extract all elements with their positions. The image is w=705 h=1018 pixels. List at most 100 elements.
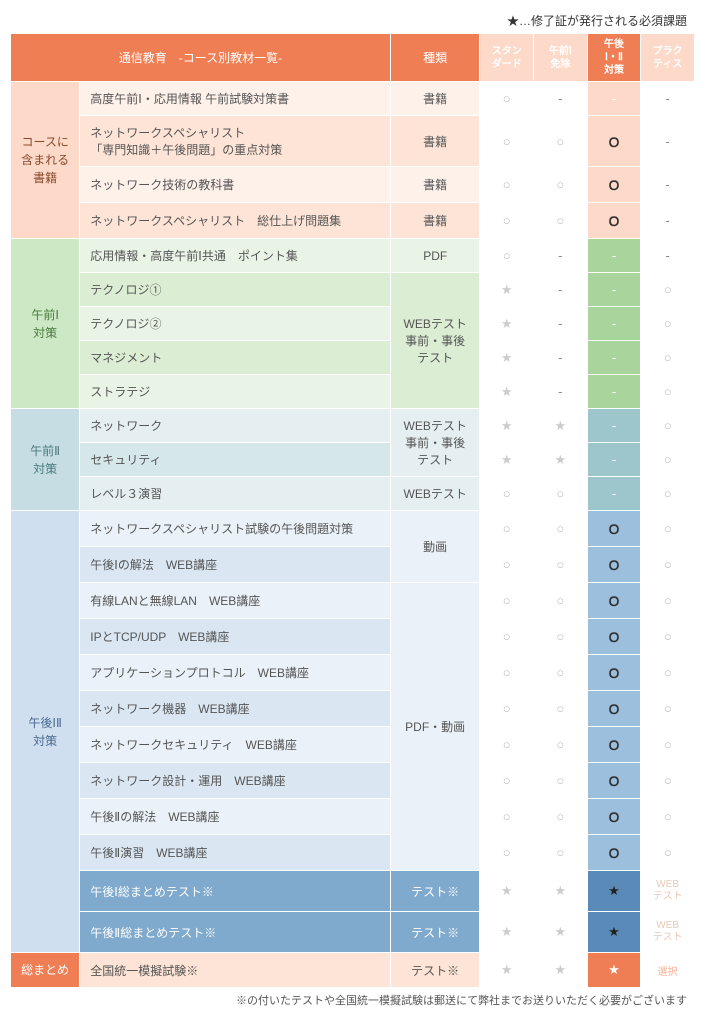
item-cell: ネットワーク機器 WEB講座 — [80, 691, 391, 727]
item-cell: 午後Ⅱ総まとめテスト※ — [80, 912, 391, 953]
table-row: 午前Ⅰ対策応用情報・高度午前Ⅰ共通 ポイント集PDF○--- — [11, 239, 695, 273]
item-cell: ネットワークセキュリティ WEB講座 — [80, 727, 391, 763]
table-row: ネットワーク技術の教科書書籍○○Ｏ- — [11, 167, 695, 203]
status-cell: ○ — [534, 203, 588, 239]
header-col-2: 午前Ⅰ免除 — [534, 34, 588, 82]
table-row: セキュリティ★★-○ — [11, 443, 695, 477]
section-label: 総まとめ — [11, 953, 80, 988]
status-cell: ○ — [641, 799, 695, 835]
item-cell: 午後Ⅰの解法 WEB講座 — [80, 547, 391, 583]
table-row: ネットワーク設計・運用 WEB講座○○Ｏ○ — [11, 763, 695, 799]
status-cell: ○ — [641, 727, 695, 763]
status-cell: - — [587, 273, 641, 307]
item-cell: ネットワークスペシャリスト「専門知識＋午後問題」の重点対策 — [80, 116, 391, 167]
type-cell: WEBテスト事前・事後テスト — [390, 409, 479, 477]
status-cell: WEBテスト — [641, 871, 695, 912]
status-cell: ★ — [480, 307, 534, 341]
type-cell: テスト※ — [390, 953, 479, 988]
table-row: テクノロジ①WEBテスト事前・事後テスト★--○ — [11, 273, 695, 307]
item-cell: 高度午前Ⅰ・応用情報 午前試験対策書 — [80, 82, 391, 116]
table-row: アプリケーションプロトコル WEB講座○○Ｏ○ — [11, 655, 695, 691]
status-cell: ○ — [480, 167, 534, 203]
status-cell: ★ — [587, 871, 641, 912]
status-cell: ○ — [480, 727, 534, 763]
status-cell: - — [534, 82, 588, 116]
status-cell: Ｏ — [587, 763, 641, 799]
status-cell: ○ — [534, 547, 588, 583]
item-cell: 応用情報・高度午前Ⅰ共通 ポイント集 — [80, 239, 391, 273]
status-cell: ○ — [641, 375, 695, 409]
table-row: テクノロジ②★--○ — [11, 307, 695, 341]
item-cell: 午後Ⅱの解法 WEB講座 — [80, 799, 391, 835]
status-cell: ○ — [480, 239, 534, 273]
header-type: 種類 — [390, 34, 479, 82]
item-cell: 全国統一模擬試験※ — [80, 953, 391, 988]
type-cell: PDF・動画 — [390, 583, 479, 871]
type-cell: 書籍 — [390, 203, 479, 239]
status-cell: ○ — [534, 583, 588, 619]
header-col-4: プラクティス — [641, 34, 695, 82]
status-cell: ○ — [641, 307, 695, 341]
table-row: ネットワークスペシャリスト「専門知識＋午後問題」の重点対策書籍○○Ｏ- — [11, 116, 695, 167]
status-cell: ○ — [480, 547, 534, 583]
status-cell: ○ — [534, 835, 588, 871]
status-cell: ○ — [534, 799, 588, 835]
status-cell: ○ — [480, 116, 534, 167]
table-row: 午前Ⅱ対策ネットワークWEBテスト事前・事後テスト★★-○ — [11, 409, 695, 443]
status-cell: - — [641, 116, 695, 167]
item-cell: ストラテジ — [80, 375, 391, 409]
status-cell: ★ — [480, 273, 534, 307]
status-cell: ○ — [480, 203, 534, 239]
table-row: レベル３演習WEBテスト○○-○ — [11, 477, 695, 511]
status-cell: ○ — [480, 835, 534, 871]
header-col-3: 午後Ⅰ・Ⅱ対策 — [587, 34, 641, 82]
status-cell: ★ — [480, 871, 534, 912]
status-cell: ○ — [641, 619, 695, 655]
item-cell: IPとTCP/UDP WEB講座 — [80, 619, 391, 655]
status-cell: ○ — [641, 583, 695, 619]
status-cell: ★ — [534, 409, 588, 443]
bottom-note: ※の付いたテストや全国統一模擬試験は郵送にて弊社までお送りいただく必要がございま… — [10, 988, 695, 1008]
table-row: マネジメント★--○ — [11, 341, 695, 375]
status-cell: - — [534, 239, 588, 273]
status-cell: ★ — [480, 443, 534, 477]
item-cell: 午後Ⅰ総まとめテスト※ — [80, 871, 391, 912]
status-cell: - — [587, 341, 641, 375]
status-cell: - — [587, 375, 641, 409]
table-row: ネットワーク機器 WEB講座○○Ｏ○ — [11, 691, 695, 727]
status-cell: ○ — [641, 341, 695, 375]
status-cell: Ｏ — [587, 691, 641, 727]
type-cell: 書籍 — [390, 82, 479, 116]
status-cell: ○ — [534, 116, 588, 167]
status-cell: ★ — [480, 375, 534, 409]
table-row: 午後Ⅱ総まとめテスト※テスト※★★★WEBテスト — [11, 912, 695, 953]
status-cell: - — [587, 307, 641, 341]
header-row: 通信教育 -コース別教材一覧- 種類 スタンダード 午前Ⅰ免除 午後Ⅰ・Ⅱ対策 … — [11, 34, 695, 82]
status-cell: - — [534, 307, 588, 341]
status-cell: Ｏ — [587, 167, 641, 203]
item-cell: レベル３演習 — [80, 477, 391, 511]
item-cell: ネットワーク — [80, 409, 391, 443]
status-cell: Ｏ — [587, 727, 641, 763]
table-row: 総まとめ全国統一模擬試験※テスト※★★★選択 — [11, 953, 695, 988]
status-cell: ○ — [641, 835, 695, 871]
status-cell: ○ — [480, 511, 534, 547]
status-cell: ★ — [480, 953, 534, 988]
status-cell: Ｏ — [587, 583, 641, 619]
table-row: 午後Ⅰの解法 WEB講座○○Ｏ○ — [11, 547, 695, 583]
status-cell: ○ — [534, 655, 588, 691]
status-cell: ★ — [534, 953, 588, 988]
type-cell: 書籍 — [390, 167, 479, 203]
table-row: 午後ⅠⅡ対策ネットワークスペシャリスト試験の午後問題対策動画○○Ｏ○ — [11, 511, 695, 547]
status-cell: - — [534, 341, 588, 375]
status-cell: ○ — [480, 655, 534, 691]
status-cell: ★ — [534, 443, 588, 477]
table-row: 午後Ⅱの解法 WEB講座○○Ｏ○ — [11, 799, 695, 835]
section-label: 午後ⅠⅡ対策 — [11, 511, 80, 953]
status-cell: ★ — [480, 912, 534, 953]
item-cell: 有線LANと無線LAN WEB講座 — [80, 583, 391, 619]
status-cell: ○ — [480, 583, 534, 619]
status-cell: WEBテスト — [641, 912, 695, 953]
table-row: ネットワークスペシャリスト 総仕上げ問題集書籍○○Ｏ- — [11, 203, 695, 239]
status-cell: ○ — [534, 763, 588, 799]
